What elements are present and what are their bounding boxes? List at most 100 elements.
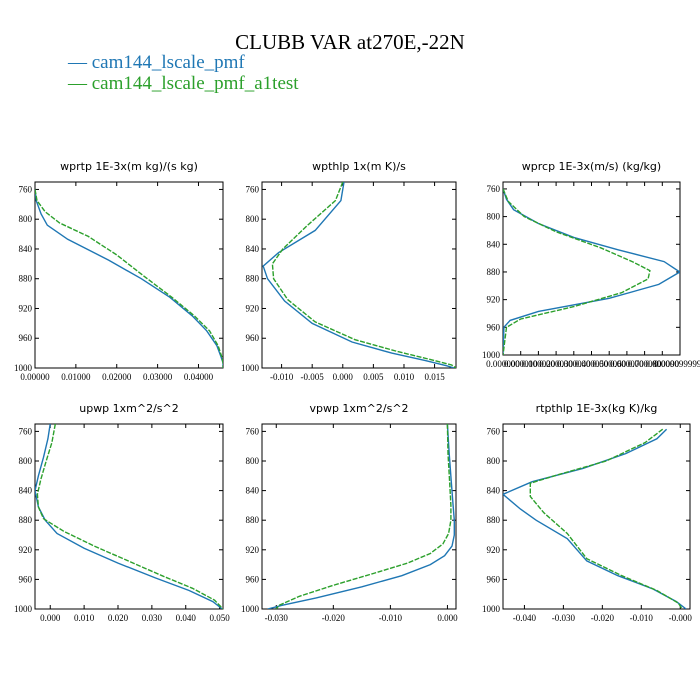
x-tick-label: 0.000080 xyxy=(628,359,662,369)
series-line-1 xyxy=(35,189,223,368)
x-tick-label: 0.000010 xyxy=(504,359,538,369)
plot-frame xyxy=(34,181,224,369)
panel-3: wprcp 1E-3x(m/s) (kg/kg) 760 800 840 880 920 9… xyxy=(482,160,700,369)
panel-5: vpwp 1xm^2/s^2 760 800 840 880 920 960 1000 -0.0… xyxy=(241,402,458,623)
legend: — cam144_lscale_pmf — cam144_lscale_pmf_… xyxy=(68,52,299,94)
legend-label: cam144_lscale_pmf_a1test xyxy=(91,73,299,94)
y-tick-label: 960 xyxy=(487,574,501,584)
y-tick-label: 840 xyxy=(246,486,260,496)
x-tick-label: -0.010 xyxy=(270,372,294,382)
plot-frame xyxy=(502,423,691,610)
y-tick-label: 880 xyxy=(487,515,501,525)
y-tick-label: 760 xyxy=(246,184,260,194)
y-tick-label: 800 xyxy=(246,214,260,224)
x-tick-label: 0.01000 xyxy=(61,372,91,382)
x-tick-label: 0.010 xyxy=(74,613,95,623)
x-tick-label: 0.000020 xyxy=(522,359,556,369)
x-tick-label: 0.000060 xyxy=(592,359,626,369)
figure-title: CLUBB VAR at270E,-22N xyxy=(235,30,465,54)
x-tick-label: 0.0000999998 xyxy=(654,359,700,369)
panel-title: wprcp 1E-3x(m/s) (kg/kg) xyxy=(522,160,661,173)
y-tick-label: 880 xyxy=(19,515,33,525)
plot-frame xyxy=(34,423,224,610)
y-tick-label: 840 xyxy=(487,239,501,249)
y-tick-label: 1000 xyxy=(482,350,501,360)
y-tick-label: 800 xyxy=(487,212,501,222)
y-tick-label: 960 xyxy=(487,322,501,332)
x-tick-label: -0.030 xyxy=(552,613,576,623)
x-tick-label: 0.000090 xyxy=(645,359,679,369)
y-tick-label: 1000 xyxy=(14,363,33,373)
y-tick-label: 880 xyxy=(487,267,501,277)
x-tick-label: -0.000 xyxy=(669,613,693,623)
panel-1: wprtp 1E-3x(m kg)/(s kg) 760 800 840 880 920 9… xyxy=(14,160,224,382)
y-tick-label: 960 xyxy=(19,333,33,343)
series-line-2 xyxy=(271,182,456,368)
x-tick-label: 0.000000 xyxy=(486,359,520,369)
legend-entry: — cam144_lscale_pmf xyxy=(68,52,299,73)
y-tick-label: 1000 xyxy=(482,604,501,614)
legend-label: cam144_lscale_pmf xyxy=(91,52,245,73)
panel-title: rtpthlp 1E-3x(kg K)/kg xyxy=(536,402,658,415)
x-tick-label: 0.000 xyxy=(333,372,354,382)
y-tick-label: 920 xyxy=(246,545,260,555)
series-line-2 xyxy=(529,428,683,609)
panel-title: wpthlp 1x(m K)/s xyxy=(312,160,406,173)
legend-entry: — cam144_lscale_pmf_a1test xyxy=(68,73,299,94)
x-tick-label: 0.020 xyxy=(108,613,129,623)
series-line-2 xyxy=(275,424,452,609)
x-tick-label: -0.010 xyxy=(630,613,654,623)
series-line-2 xyxy=(503,188,651,355)
x-tick-label: -0.020 xyxy=(591,613,615,623)
y-tick-label: 880 xyxy=(19,274,33,284)
y-tick-label: 840 xyxy=(19,486,33,496)
panel-title: vpwp 1xm^2/s^2 xyxy=(309,402,408,415)
y-tick-label: 1000 xyxy=(241,604,260,614)
series-line-1 xyxy=(35,424,223,609)
plot-frame xyxy=(261,423,457,610)
series-line-1 xyxy=(267,424,455,609)
y-tick-label: 880 xyxy=(246,515,260,525)
panel-2: wpthlp 1x(m K)/s 760 800 840 880 920 960 1000 -0… xyxy=(241,160,457,382)
x-tick-label: 0.040 xyxy=(176,613,197,623)
series-line-2 xyxy=(35,189,223,368)
y-tick-label: 760 xyxy=(19,184,33,194)
x-tick-label: 0.000 xyxy=(40,613,61,623)
panel-4: upwp 1xm^2/s^2 760 800 840 880 920 960 1000 0.00… xyxy=(14,402,230,623)
series-line-2 xyxy=(36,424,223,609)
x-tick-label: 0.00000 xyxy=(20,372,50,382)
y-tick-label: 920 xyxy=(19,545,33,555)
panel-6: rtpthlp 1E-3x(kg K)/kg 760 800 840 880 920 960… xyxy=(482,402,692,623)
plot-frame xyxy=(261,181,457,369)
y-tick-label: 760 xyxy=(487,184,501,194)
y-tick-label: 960 xyxy=(19,574,33,584)
x-tick-label: 0.000040 xyxy=(557,359,591,369)
y-tick-label: 840 xyxy=(19,244,33,254)
series-line-1 xyxy=(262,182,455,368)
y-tick-label: 960 xyxy=(246,333,260,343)
legend-swatch: — xyxy=(68,73,92,94)
y-tick-label: 880 xyxy=(246,274,260,284)
y-tick-label: 920 xyxy=(246,303,260,313)
x-tick-label: 0.000030 xyxy=(539,359,573,369)
x-tick-label: -0.030 xyxy=(265,613,289,623)
y-tick-label: 800 xyxy=(246,456,260,466)
x-tick-label: 0.000050 xyxy=(575,359,609,369)
x-tick-label: 0.04000 xyxy=(184,372,214,382)
y-tick-label: 800 xyxy=(19,456,33,466)
x-tick-label: 0.000070 xyxy=(610,359,644,369)
series-line-1 xyxy=(503,188,680,355)
y-tick-label: 840 xyxy=(246,244,260,254)
x-tick-label: 0.030 xyxy=(142,613,163,623)
x-tick-label: -0.040 xyxy=(513,613,537,623)
y-tick-label: 920 xyxy=(487,295,501,305)
y-tick-label: 760 xyxy=(19,426,33,436)
y-tick-label: 760 xyxy=(246,426,260,436)
series-line-1 xyxy=(503,428,687,609)
x-tick-label: 0.005 xyxy=(363,372,384,382)
x-tick-label: 0.03000 xyxy=(143,372,173,382)
y-tick-label: 960 xyxy=(246,574,260,584)
legend-swatch: — xyxy=(68,52,92,73)
x-tick-label: 0.02000 xyxy=(102,372,132,382)
